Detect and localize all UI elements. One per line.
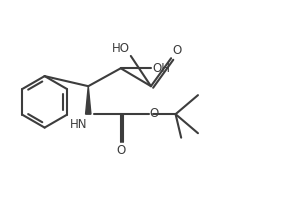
Text: O: O	[116, 144, 125, 157]
Text: O: O	[150, 107, 159, 120]
Text: O: O	[172, 44, 181, 57]
Polygon shape	[85, 86, 91, 114]
Text: HN: HN	[70, 118, 87, 131]
Text: HO: HO	[112, 42, 130, 55]
Text: OH: OH	[152, 62, 170, 75]
